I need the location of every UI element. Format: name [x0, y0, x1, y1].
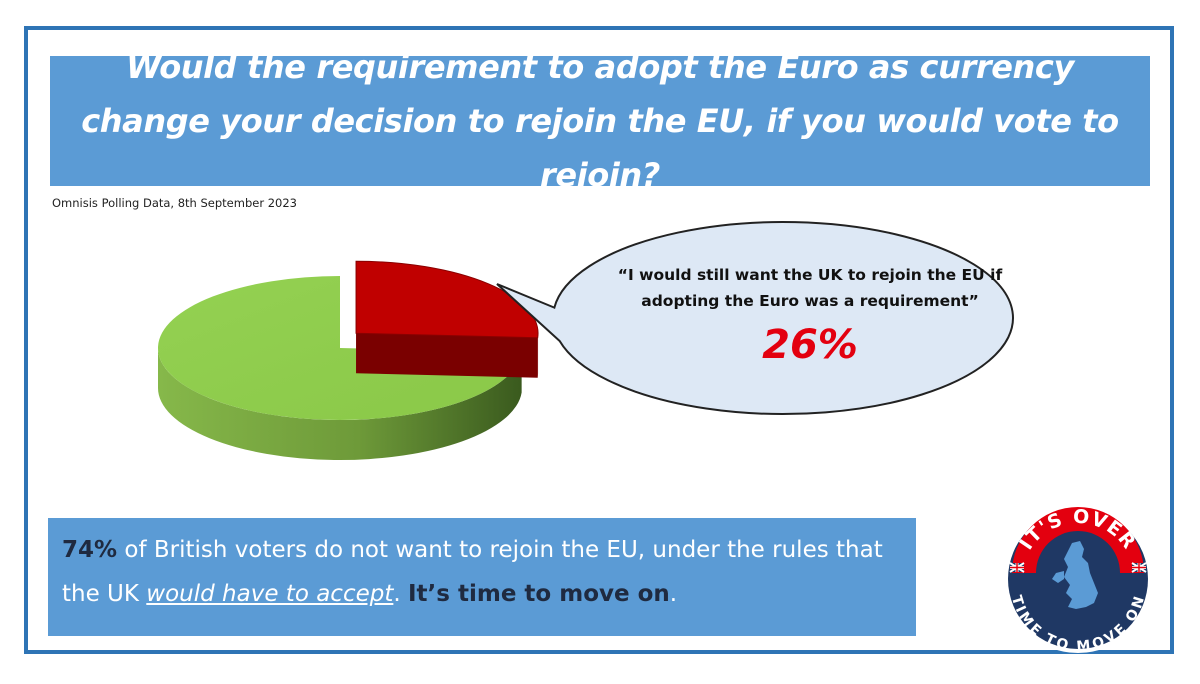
slice-red — [355, 260, 539, 339]
message-part1: of British voters do not want to rejoin … — [62, 537, 883, 607]
title-banner: Would the requirement to adopt the Euro … — [50, 48, 1150, 194]
source-note: Omnisis Polling Data, 8th September 2023 — [52, 196, 297, 210]
pie-group — [158, 260, 539, 461]
message-end: . — [669, 581, 678, 607]
message-box: 74% of British voters do not want to rej… — [48, 518, 916, 636]
slice-green-side — [158, 348, 522, 461]
slice-red-cut-face — [356, 333, 538, 378]
message-part2: . — [393, 581, 408, 607]
callout: “I would still want the UK to rejoin the… — [600, 262, 1020, 368]
message-text: 74% of British voters do not want to rej… — [62, 528, 902, 616]
callout-percent: 26% — [762, 322, 858, 368]
uk-map-icon — [1052, 541, 1098, 609]
its-over-logo: IT'S OVER TIME TO MOVE ON — [1004, 505, 1152, 655]
message-lead: 74% — [62, 537, 118, 563]
chart-title: Would the requirement to adopt the Euro … — [81, 48, 1119, 194]
speech-bubble — [496, 221, 1014, 415]
outer-frame — [24, 26, 1174, 654]
union-jack-icon — [1131, 562, 1147, 573]
callout-quote: “I would still want the UK to rejoin the… — [617, 266, 1003, 310]
message-underlined: would have to accept — [146, 581, 394, 607]
logo-red-band — [1012, 507, 1144, 573]
message-closing: It’s time to move on — [407, 581, 670, 607]
union-jack-icon — [1009, 562, 1025, 573]
slice-green — [158, 276, 522, 420]
